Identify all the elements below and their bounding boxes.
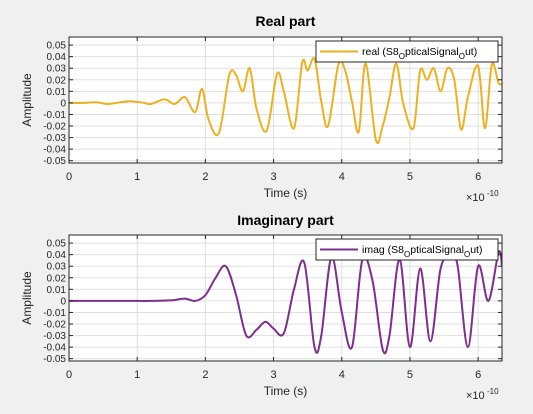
legend-label-part: ut): [470, 244, 482, 256]
legend-label-part: O: [459, 52, 465, 61]
y-tick-label: 0.01: [47, 87, 67, 98]
y-tick-label: -0.01: [43, 110, 66, 121]
x-tick-label: 1: [134, 369, 140, 381]
x-tick-label: 4: [339, 171, 345, 183]
x-tick-label: 2: [202, 171, 208, 183]
y-tick-label: 0.05: [47, 41, 67, 52]
axes-box: [68, 234, 503, 362]
y-tick-label: 0.03: [47, 64, 67, 75]
legend-box: [315, 40, 499, 63]
legend-label-part: imag (S8: [362, 244, 404, 256]
x-tick-label: 6: [475, 171, 481, 183]
chart-imaginary-part: 0 1 2 3 4 5 6-0.05-0.04-0.03-0.02-0.0100.010.0…: [20, 212, 503, 402]
chart-title: Real part: [256, 13, 316, 29]
legend-label-part: O: [404, 250, 410, 259]
x-tick-label: 3: [271, 369, 277, 381]
legend-label-part: O: [399, 52, 405, 61]
x-axis-label: Time (s): [264, 384, 308, 398]
x-tick-label: 4: [339, 369, 345, 381]
x-exponent-label: ×10: [466, 390, 485, 402]
legend-label: real (S8OpticalSignalOut): [362, 46, 477, 61]
chart-title: Imaginary part: [237, 212, 334, 228]
y-tick-label: 0.04: [47, 52, 67, 63]
legend-box: [315, 238, 499, 261]
x-tick-label: 1: [134, 171, 140, 183]
chart-real-part: 0 1 2 3 4 5 6-0.05-0.04-0.03-0.02-0.0100.010.0…: [20, 13, 503, 204]
x-axis-label: Time (s): [264, 186, 308, 200]
y-tick-label: 0.01: [47, 285, 67, 296]
x-tick-label: 2: [202, 369, 208, 381]
y-tick-label: -0.01: [43, 308, 66, 319]
y-tick-label: 0.02: [47, 75, 67, 86]
x-exponent-power: -10: [487, 189, 499, 198]
y-axis-label: Amplitude: [20, 73, 34, 127]
legend-label-part: pticalSignal: [410, 244, 464, 256]
y-tick-label: -0.04: [43, 145, 66, 156]
y-tick-label: 0: [60, 296, 66, 307]
legend: imag (S8OpticalSignalOut): [315, 238, 499, 261]
legend-label-part: real (S8: [362, 46, 399, 58]
legend-label-part: O: [464, 250, 470, 259]
x-tick-label: 5: [407, 171, 413, 183]
legend: real (S8OpticalSignalOut): [315, 40, 499, 63]
x-tick-label: 6: [475, 369, 481, 381]
legend-label-part: ut): [465, 46, 477, 58]
y-tick-label: -0.04: [43, 343, 66, 354]
y-tick-label: 0.03: [47, 262, 67, 273]
legend-label-part: pticalSignal: [405, 46, 459, 58]
y-tick-label: 0: [60, 98, 66, 109]
x-exponent-label: ×10: [466, 192, 485, 204]
series-line: [69, 56, 502, 145]
y-tick-label: -0.05: [43, 156, 66, 167]
x-tick-label: 3: [271, 171, 277, 183]
y-tick-label: 0.05: [47, 239, 67, 250]
y-tick-label: -0.02: [43, 122, 66, 133]
y-tick-label: -0.02: [43, 320, 66, 331]
y-tick-label: -0.05: [43, 354, 66, 365]
y-tick-label: 0.04: [47, 250, 67, 261]
y-axis-label: Amplitude: [20, 271, 34, 325]
x-exponent-power: -10: [487, 387, 499, 396]
y-tick-label: -0.03: [43, 331, 66, 342]
x-tick-label: 0: [66, 171, 72, 183]
y-tick-label: -0.03: [43, 133, 66, 144]
legend-label: imag (S8OpticalSignalOut): [362, 244, 482, 259]
x-tick-label: 5: [407, 369, 413, 381]
x-tick-label: 0: [66, 369, 72, 381]
y-tick-label: 0.02: [47, 273, 67, 284]
axes-box: [68, 36, 503, 164]
